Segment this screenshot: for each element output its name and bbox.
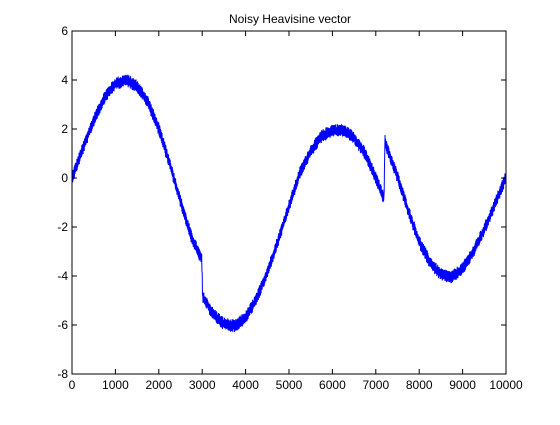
series-line [71,74,507,333]
plot-area [71,30,507,375]
y-tick-label: 6 [61,24,68,38]
x-tick-label: 8000 [406,378,433,392]
y-axis: -8 -6 -4 -2 0 2 4 6 [57,24,506,381]
x-tick-label: 2000 [145,378,172,392]
x-tick-label: 1000 [102,378,129,392]
x-axis: 0 1000 2000 3000 4000 5000 6000 7000 8000 9000 100… [69,31,523,392]
y-tick-label: -6 [57,318,68,332]
y-tick-label: -2 [57,220,68,234]
x-tick-label: 3000 [189,378,216,392]
x-tick-label: 9000 [449,378,476,392]
x-tick-label: 5000 [276,378,303,392]
x-tick-label: 10000 [489,378,523,392]
x-tick-label: 7000 [362,378,389,392]
x-tick-label: 6000 [319,378,346,392]
y-tick-label: 0 [61,171,68,185]
x-tick-label: 0 [69,378,76,392]
chart-title: Noisy Heavisine vector [229,12,351,26]
y-tick-label: -8 [57,367,68,381]
y-tick-label: -4 [57,269,68,283]
x-tick-label: 4000 [232,378,259,392]
y-tick-label: 4 [61,73,68,87]
y-tick-label: 2 [61,122,68,136]
